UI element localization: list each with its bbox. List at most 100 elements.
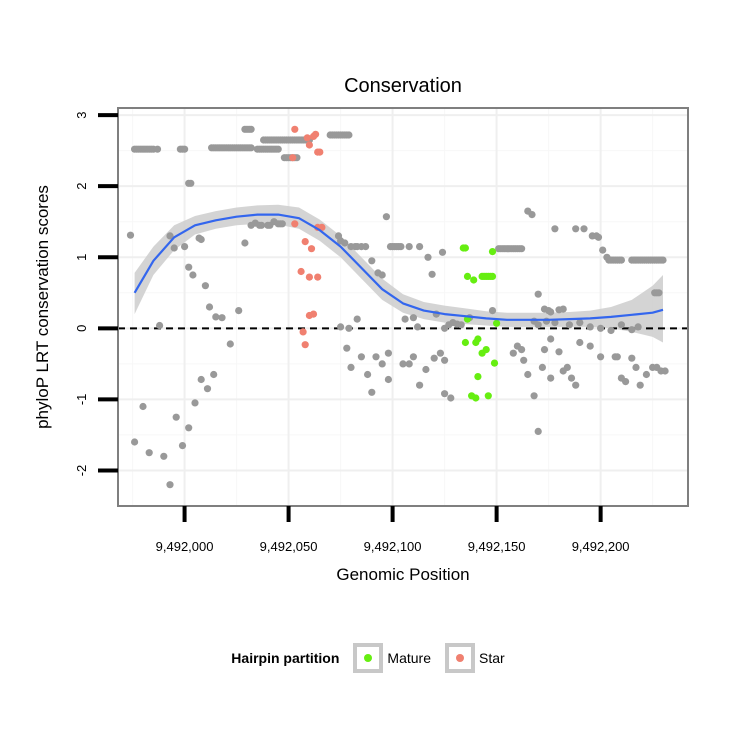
data-point-other <box>528 211 536 219</box>
data-point-star <box>314 273 322 281</box>
data-point-other <box>341 239 349 247</box>
y-axis-title: phyloP LRT conservation scores <box>33 185 52 429</box>
data-point-other <box>139 402 147 411</box>
x-axis: 9,492,000 9,492,050 9,492,100 9,492,150 9,49… <box>156 506 630 554</box>
data-point-other <box>181 145 189 153</box>
data-point-other <box>345 324 353 332</box>
panel-border <box>117 107 689 507</box>
y-tick-label: 1 <box>74 254 89 261</box>
data-point-other <box>197 375 205 384</box>
data-point-other <box>274 145 282 153</box>
data-point-mature <box>493 319 501 327</box>
data-point-other <box>405 360 413 368</box>
legend-item-mature: Mature <box>353 643 439 673</box>
data-point-other <box>153 145 162 153</box>
chart-title: Conservation <box>344 75 462 97</box>
data-point-other <box>378 360 386 368</box>
data-point-mature <box>474 335 482 343</box>
data-point-other <box>551 225 559 233</box>
data-point-other <box>607 326 615 335</box>
plot-panel <box>117 107 689 507</box>
data-point-mature <box>490 359 499 367</box>
data-point-other <box>488 307 497 315</box>
data-point-other <box>203 385 212 393</box>
data-point-other <box>185 424 193 432</box>
data-point-other <box>586 323 594 331</box>
data-point-other <box>576 319 584 327</box>
y-tick-label: -2 <box>74 465 89 477</box>
data-point-other <box>170 244 178 252</box>
data-point-other <box>597 353 605 361</box>
data-point-other <box>145 449 153 457</box>
data-point-other <box>524 370 532 379</box>
data-point-other <box>441 356 449 364</box>
data-point-other <box>438 248 447 256</box>
data-point-other <box>599 246 607 254</box>
data-point-other <box>337 323 345 331</box>
y-tick-label: 0 <box>74 325 89 332</box>
data-point-other <box>555 348 563 356</box>
data-point-mature <box>488 248 497 256</box>
data-point-other <box>518 245 526 253</box>
legend-label-star: Star <box>479 650 505 666</box>
data-point-other <box>661 367 669 375</box>
smooth-trend-line <box>133 213 664 321</box>
data-point-other <box>247 144 255 152</box>
smooth-line <box>133 213 664 321</box>
legend-dot-mature <box>364 654 373 662</box>
data-point-other <box>636 381 644 389</box>
data-point-other <box>534 290 542 298</box>
data-point-other <box>382 213 390 221</box>
data-point-star <box>307 245 316 253</box>
data-point-other <box>659 256 667 264</box>
data-point-other <box>205 303 214 311</box>
legend-item-star: Star <box>445 643 513 673</box>
data-point-other <box>441 390 449 398</box>
data-point-other <box>178 442 187 450</box>
data-point-mature <box>470 276 478 284</box>
data-point-other <box>357 353 365 361</box>
data-point-mature <box>474 373 482 381</box>
data-point-star <box>309 310 318 318</box>
data-point-other <box>235 307 243 315</box>
data-point-mature <box>484 392 492 400</box>
data-point-other <box>559 367 567 375</box>
data-point-other <box>347 363 355 371</box>
data-point-other <box>551 319 559 327</box>
data-point-star <box>305 273 313 281</box>
data-point-other <box>628 326 636 334</box>
data-point-other <box>197 235 205 244</box>
data-point-other <box>534 321 542 329</box>
data-point-star <box>299 328 307 336</box>
x-tick-label: 9,492,100 <box>364 539 422 554</box>
data-point-other <box>362 243 370 251</box>
data-point-other <box>509 349 517 357</box>
data-point-other <box>353 315 361 323</box>
data-point-other <box>655 289 663 297</box>
data-point-other <box>201 282 209 290</box>
data-point-other <box>572 381 580 389</box>
data-point-other <box>241 239 249 247</box>
data-point-star <box>316 148 324 156</box>
data-point-other <box>189 271 197 279</box>
series-mature <box>459 244 501 402</box>
data-point-other <box>576 338 584 347</box>
data-point-other <box>416 381 424 389</box>
data-point-mature <box>488 272 497 280</box>
data-point-other <box>457 321 465 329</box>
data-point-other <box>540 346 549 354</box>
x-tick-label: 9,492,000 <box>156 539 214 554</box>
data-point-other <box>617 321 626 329</box>
data-point-other <box>567 374 576 382</box>
data-point-star <box>297 267 305 276</box>
data-point-other <box>218 314 226 322</box>
data-point-other <box>405 243 413 251</box>
data-point-other <box>634 323 642 331</box>
data-point-other <box>131 438 139 446</box>
data-point-other <box>559 305 567 313</box>
data-point-other <box>594 233 603 241</box>
data-point-other <box>409 353 417 361</box>
data-point-other <box>447 394 455 402</box>
data-point-other <box>430 354 438 362</box>
data-point-other <box>632 363 640 371</box>
